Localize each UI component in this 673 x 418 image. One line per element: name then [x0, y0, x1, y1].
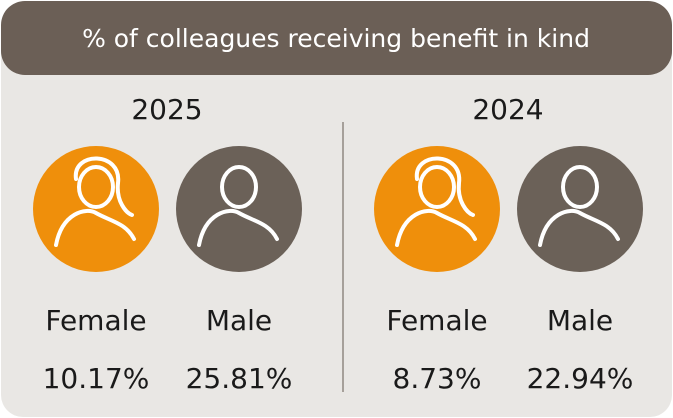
icon-head — [77, 165, 115, 209]
item-value: 22.94% — [527, 362, 634, 395]
icon-shoulders — [197, 208, 279, 247]
item-label: Male — [547, 304, 613, 337]
item-label: Male — [206, 304, 272, 337]
header-band — [1, 1, 672, 75]
person-icon — [197, 165, 279, 247]
icon-shoulders — [54, 208, 136, 247]
icon-hair — [414, 156, 475, 217]
person-icon — [395, 156, 477, 247]
item-label: Female — [45, 304, 146, 337]
item-value: 25.81% — [186, 362, 293, 395]
item-value: 10.17% — [43, 362, 150, 395]
person-icon — [538, 165, 620, 247]
icon-head — [561, 165, 599, 209]
year: 2024 — [472, 93, 543, 126]
person-icon — [54, 156, 136, 247]
icon-head — [418, 165, 456, 209]
icon-shoulders — [538, 208, 620, 247]
item-value: 8.73% — [393, 362, 482, 395]
icon-head — [220, 165, 258, 209]
icon-hair — [73, 156, 134, 217]
year: 2025 — [131, 93, 202, 126]
panels: 2025 Female 10.17% Male 25.81% 2024 Female 8.73… — [33, 93, 643, 395]
card — [1, 20, 672, 417]
header-title: % of colleagues receiving benefit in kin… — [82, 24, 590, 53]
icon-shoulders — [395, 208, 477, 247]
item-label: Female — [386, 304, 487, 337]
